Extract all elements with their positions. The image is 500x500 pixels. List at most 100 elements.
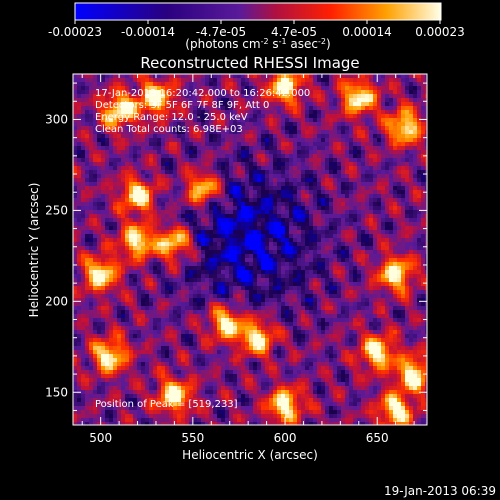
heatmap-cell xyxy=(81,254,85,258)
heatmap-cell xyxy=(217,282,221,286)
heatmap-cell xyxy=(117,138,121,142)
heatmap-cell xyxy=(161,178,165,182)
heatmap-cell xyxy=(357,234,361,238)
heatmap-cell xyxy=(169,110,173,114)
heatmap-cell xyxy=(97,194,101,198)
heatmap-cell xyxy=(153,266,157,270)
heatmap-cell xyxy=(165,226,169,230)
heatmap-cell xyxy=(145,154,149,158)
heatmap-cell xyxy=(257,154,261,158)
heatmap-cell xyxy=(225,178,229,182)
heatmap-cell xyxy=(293,146,297,150)
heatmap-cell xyxy=(369,158,373,162)
heatmap-cell xyxy=(333,110,337,114)
heatmap-cell xyxy=(129,114,133,118)
heatmap-cell xyxy=(81,246,85,250)
heatmap-cell xyxy=(165,294,169,298)
heatmap-cell xyxy=(193,78,197,82)
heatmap-cell xyxy=(329,202,333,206)
heatmap-cell xyxy=(409,286,413,290)
heatmap-cell xyxy=(349,162,353,166)
heatmap-cell xyxy=(313,166,317,170)
heatmap-cell xyxy=(93,118,97,122)
heatmap-cell xyxy=(245,198,249,202)
heatmap-cell xyxy=(153,170,157,174)
heatmap-cell xyxy=(385,90,389,94)
heatmap-cell xyxy=(397,194,401,198)
heatmap-cell xyxy=(353,90,357,94)
heatmap-cell xyxy=(105,94,109,98)
heatmap-cell xyxy=(149,294,153,298)
heatmap-cell xyxy=(337,194,341,198)
heatmap-cell xyxy=(253,210,257,214)
heatmap-cell xyxy=(137,94,141,98)
heatmap-cell xyxy=(117,118,121,122)
heatmap-cell xyxy=(237,206,241,210)
heatmap-cell xyxy=(309,146,313,150)
heatmap-cell xyxy=(357,78,361,82)
heatmap-cell xyxy=(241,142,245,146)
heatmap-cell xyxy=(309,174,313,178)
heatmap-cell xyxy=(145,274,149,278)
heatmap-cell xyxy=(357,274,361,278)
heatmap-cell xyxy=(241,254,245,258)
heatmap-cell xyxy=(285,118,289,122)
heatmap-cell xyxy=(417,142,421,146)
heatmap-cell xyxy=(365,142,369,146)
heatmap-cell xyxy=(373,78,377,82)
heatmap-cell xyxy=(341,98,345,102)
heatmap-cell xyxy=(349,218,353,222)
heatmap-cell xyxy=(413,262,417,266)
heatmap-cell xyxy=(309,98,313,102)
heatmap-cell xyxy=(305,270,309,274)
heatmap-cell xyxy=(405,242,409,246)
heatmap-cell xyxy=(265,214,269,218)
heatmap-cell xyxy=(393,114,397,118)
heatmap-cell xyxy=(277,74,281,78)
heatmap-cell xyxy=(425,82,427,86)
heatmap-cell xyxy=(105,162,109,166)
heatmap-cell xyxy=(177,114,181,118)
heatmap-cell xyxy=(169,166,173,170)
heatmap-cell xyxy=(101,254,105,258)
heatmap-cell xyxy=(393,118,397,122)
heatmap-cell xyxy=(401,102,405,106)
heatmap-cell xyxy=(369,198,373,202)
heatmap-cell xyxy=(257,114,261,118)
heatmap-cell xyxy=(353,190,357,194)
heatmap-cell xyxy=(401,234,405,238)
heatmap-cell xyxy=(345,210,349,214)
heatmap-cell xyxy=(233,186,237,190)
heatmap-cell xyxy=(301,194,305,198)
heatmap-cell xyxy=(361,178,365,182)
heatmap-cell xyxy=(173,90,177,94)
heatmap-cell xyxy=(345,202,349,206)
heatmap-cell xyxy=(121,194,125,198)
heatmap-cell xyxy=(85,246,89,250)
heatmap-cell xyxy=(153,114,157,118)
heatmap-cell xyxy=(241,154,245,158)
heatmap-cell xyxy=(217,262,221,266)
heatmap-cell xyxy=(97,246,101,250)
heatmap-cell xyxy=(121,214,125,218)
heatmap-cell xyxy=(205,94,209,98)
heatmap-cell xyxy=(261,118,265,122)
heatmap-cell xyxy=(93,186,97,190)
heatmap-cell xyxy=(97,206,101,210)
heatmap-cell xyxy=(101,82,105,86)
heatmap-cell xyxy=(233,214,237,218)
heatmap-cell xyxy=(109,238,113,242)
heatmap-cell xyxy=(365,178,369,182)
heatmap-cell xyxy=(157,186,161,190)
heatmap-cell xyxy=(177,246,181,250)
heatmap-cell xyxy=(237,150,241,154)
heatmap-cell xyxy=(125,218,129,222)
heatmap-cell xyxy=(205,230,209,234)
heatmap-cell xyxy=(225,158,229,162)
heatmap-cell xyxy=(265,274,269,278)
heatmap-cell xyxy=(77,214,81,218)
heatmap-cell xyxy=(165,186,169,190)
heatmap-cell xyxy=(193,170,197,174)
heatmap-cell xyxy=(421,150,425,154)
heatmap-cell xyxy=(113,242,117,246)
